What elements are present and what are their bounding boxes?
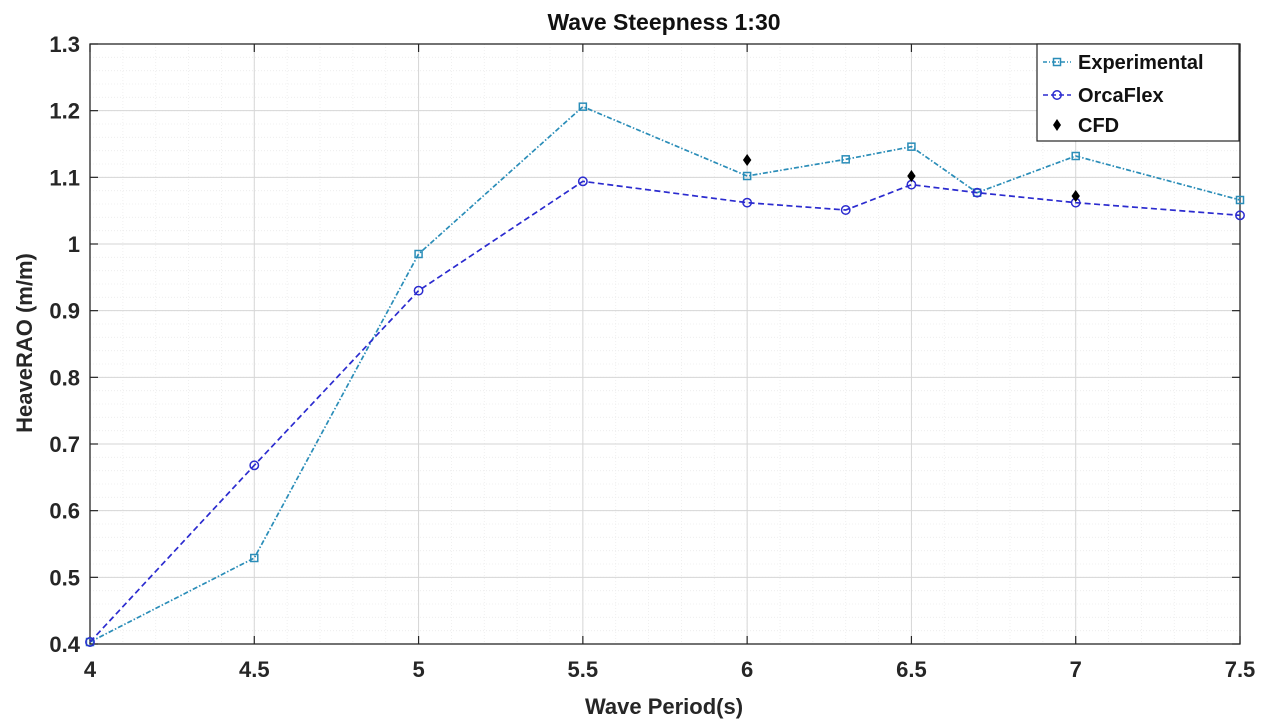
y-tick-label: 0.9 bbox=[49, 299, 80, 324]
legend: Experimental OrcaFlex CFD bbox=[1036, 43, 1240, 142]
x-tick-label: 7.5 bbox=[1225, 657, 1256, 682]
y-tick-label: 0.7 bbox=[49, 432, 80, 457]
y-tick-label: 0.6 bbox=[49, 499, 80, 524]
data-point-orcaflex bbox=[742, 197, 753, 208]
legend-square-marker-icon bbox=[1052, 57, 1062, 67]
legend-label-orcaflex: OrcaFlex bbox=[1078, 85, 1164, 107]
plot-area bbox=[90, 44, 1240, 644]
chart-title: Wave Steepness 1:30 bbox=[547, 9, 780, 35]
series-cfd bbox=[742, 154, 1080, 202]
data-point-orcaflex bbox=[85, 637, 95, 647]
data-point-experimental bbox=[742, 171, 752, 181]
y-tick-label: 1.2 bbox=[49, 99, 80, 124]
legend-diamond-marker-icon bbox=[1053, 119, 1061, 131]
x-tick-label: 5.5 bbox=[568, 657, 599, 682]
series bbox=[85, 102, 1245, 647]
x-axis-label: Wave Period(s) bbox=[585, 694, 743, 719]
y-tick-label: 1.3 bbox=[49, 32, 80, 57]
data-point-orcaflex bbox=[840, 205, 851, 215]
series-line-experimental bbox=[89, 105, 1241, 643]
data-point-orcaflex bbox=[413, 285, 424, 296]
legend-item-experimental: Experimental bbox=[1043, 52, 1204, 74]
data-point-experimental bbox=[907, 142, 916, 151]
data-point-cfd bbox=[907, 170, 916, 182]
series-line-orcaflex bbox=[89, 180, 1241, 643]
tick-labels: 4 4.5 5 5.5 6 6.5 7 7.5 0.4 0.5 0.6 0.7 0.8 0.9 1 1.1 1.… bbox=[49, 32, 1255, 682]
legend-item-orcaflex: OrcaFlex bbox=[1043, 85, 1164, 107]
data-point-cfd bbox=[1071, 190, 1080, 202]
data-point-experimental bbox=[250, 553, 259, 563]
legend-label-experimental: Experimental bbox=[1078, 52, 1204, 74]
y-tick-label: 1 bbox=[68, 232, 80, 257]
y-tick-label: 0.5 bbox=[49, 565, 80, 590]
axes-box bbox=[89, 43, 1241, 645]
x-tick-label: 4.5 bbox=[239, 657, 270, 682]
data-point-cfd bbox=[742, 154, 752, 166]
y-tick-label: 0.8 bbox=[49, 365, 80, 390]
data-point-orcaflex bbox=[972, 187, 983, 198]
data-point-experimental bbox=[1071, 151, 1080, 161]
data-point-experimental bbox=[414, 249, 423, 259]
legend-item-cfd: CFD bbox=[1053, 115, 1119, 137]
y-tick-label: 0.4 bbox=[49, 632, 80, 657]
data-point-orcaflex bbox=[249, 460, 260, 471]
data-point-orcaflex bbox=[577, 176, 588, 187]
legend-label-cfd: CFD bbox=[1078, 115, 1119, 137]
data-point-orcaflex bbox=[1235, 210, 1245, 221]
legend-circle-marker-icon bbox=[1052, 90, 1062, 100]
x-tick-label: 4 bbox=[84, 657, 97, 682]
y-axis-label: HeaveRAO (m/m) bbox=[12, 253, 37, 433]
x-tick-label: 5 bbox=[412, 657, 424, 682]
x-tick-label: 6.5 bbox=[896, 657, 927, 682]
data-point-experimental bbox=[578, 102, 588, 111]
grid bbox=[89, 43, 1241, 645]
data-point-experimental bbox=[1235, 195, 1245, 205]
x-tick-label: 6 bbox=[741, 657, 753, 682]
y-tick-label: 1.1 bbox=[49, 165, 80, 190]
legend-box bbox=[1036, 43, 1240, 142]
x-tick-label: 7 bbox=[1070, 657, 1082, 682]
data-point-experimental bbox=[841, 155, 850, 164]
